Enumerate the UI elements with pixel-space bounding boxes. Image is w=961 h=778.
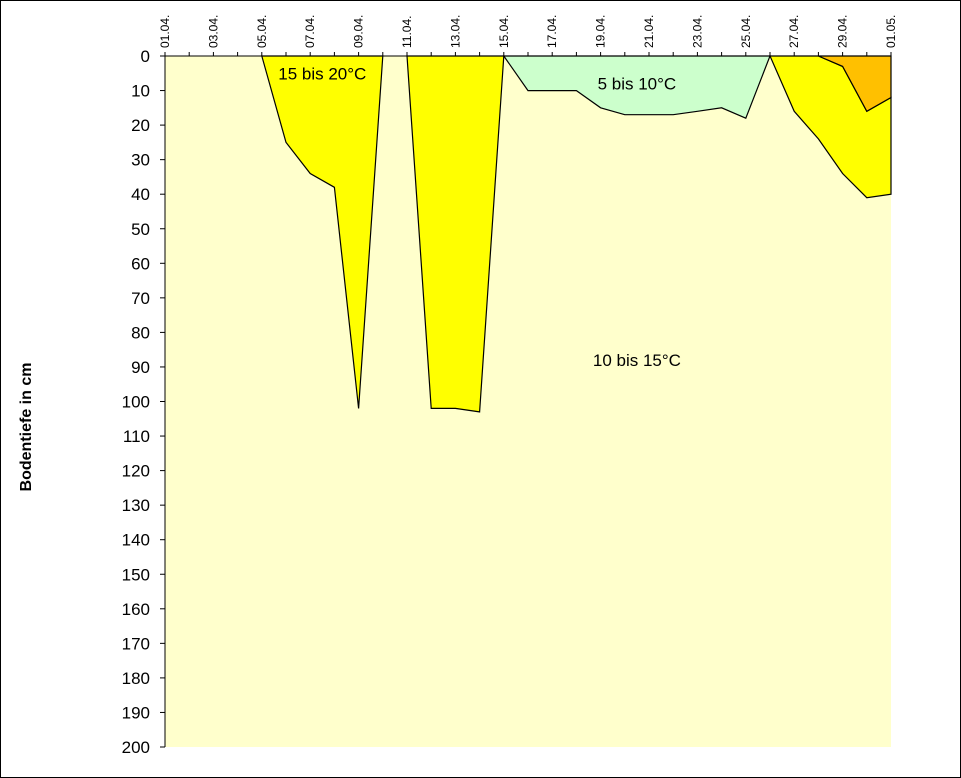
y-tick-label: 110 [123, 427, 150, 446]
y-tick-label: 20 [131, 116, 150, 135]
y-tick-label: 80 [131, 323, 150, 342]
y-tick-label: 170 [122, 634, 150, 653]
y-tick-label: 10 [131, 82, 150, 101]
y-tick-label: 150 [122, 565, 150, 584]
y-tick-label: 200 [122, 738, 150, 757]
zone-label: 15 bis 20°C [278, 64, 366, 83]
x-tick-label: 13.04. [448, 15, 462, 48]
zone-area-3 [502, 55, 771, 119]
x-tick-label: 17.04. [545, 15, 559, 48]
y-axis-title: Bodentiefe in cm [18, 363, 35, 492]
y-tick-label: 0 [141, 47, 150, 66]
y-tick-label: 90 [131, 358, 150, 377]
x-tick-label: 15.04. [497, 15, 511, 48]
zone-label: 5 bis 10°C [598, 75, 677, 94]
x-tick-label: 19.04. [594, 15, 608, 48]
x-tick-label: 09.04. [352, 15, 366, 48]
y-tick-label: 70 [131, 289, 150, 308]
x-tick-label: 21.04. [642, 15, 656, 48]
x-tick-label: 25.04. [739, 15, 753, 48]
y-tick-label: 130 [122, 496, 150, 515]
y-tick-label: 120 [122, 462, 150, 481]
y-tick-label: 180 [122, 669, 150, 688]
x-tick-label: 27.04. [787, 15, 801, 48]
y-tick-label: 50 [131, 220, 150, 239]
x-tick-label: 29.04. [836, 15, 850, 48]
y-tick-label: 190 [122, 703, 150, 722]
y-tick-label: 100 [122, 393, 150, 412]
x-tick-label: 01.04. [158, 15, 172, 48]
zone-label: 10 bis 15°C [593, 351, 681, 370]
y-tick-label: 40 [131, 185, 150, 204]
y-tick-label: 30 [131, 151, 150, 170]
x-tick-label: 05.04. [255, 15, 269, 48]
y-tick-label: 160 [122, 600, 150, 619]
x-tick-label: 01.05. [884, 15, 898, 48]
y-tick-label: 60 [131, 254, 150, 273]
x-tick-label: 07.04. [303, 15, 317, 48]
y-tick-label: 140 [122, 531, 150, 550]
x-tick-label: 03.04. [206, 15, 220, 48]
background-zone-area [165, 56, 891, 747]
x-tick-label: 23.04. [690, 15, 704, 48]
x-tick-label: 11.04. [400, 16, 414, 48]
